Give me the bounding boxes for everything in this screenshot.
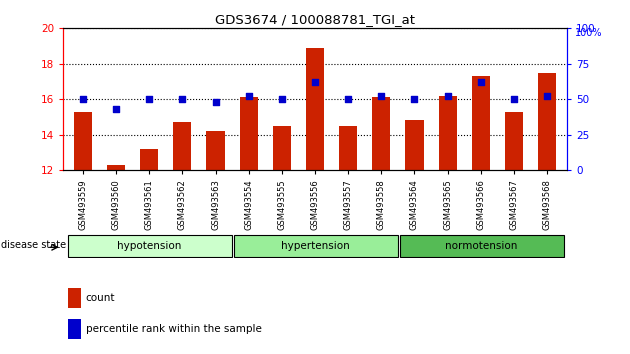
Text: percentile rank within the sample: percentile rank within the sample xyxy=(86,324,261,335)
Bar xyxy=(273,126,291,170)
Point xyxy=(111,106,121,112)
Point xyxy=(542,93,552,99)
Bar xyxy=(339,126,357,170)
Bar xyxy=(68,235,232,257)
Text: disease state: disease state xyxy=(1,240,66,250)
Text: hypotension: hypotension xyxy=(117,240,181,251)
Bar xyxy=(207,131,225,170)
Bar xyxy=(234,235,398,257)
Point xyxy=(210,99,220,105)
Text: hypertension: hypertension xyxy=(280,240,350,251)
Bar xyxy=(239,97,258,170)
Bar xyxy=(306,48,324,170)
Bar xyxy=(405,120,423,170)
Point xyxy=(144,96,154,102)
Title: GDS3674 / 100088781_TGI_at: GDS3674 / 100088781_TGI_at xyxy=(215,13,415,26)
Point xyxy=(443,93,453,99)
Point xyxy=(410,96,420,102)
Bar xyxy=(140,149,158,170)
Bar xyxy=(399,235,564,257)
Bar xyxy=(505,112,523,170)
Bar xyxy=(472,76,490,170)
Text: 100%: 100% xyxy=(575,28,602,38)
Bar xyxy=(107,165,125,170)
Bar xyxy=(173,122,192,170)
Point xyxy=(244,93,254,99)
Point xyxy=(476,79,486,85)
Bar xyxy=(372,97,391,170)
Bar xyxy=(74,112,92,170)
Point xyxy=(509,96,519,102)
Bar xyxy=(538,73,556,170)
Point xyxy=(177,96,187,102)
Bar xyxy=(68,288,81,308)
Point xyxy=(376,93,386,99)
Text: count: count xyxy=(86,293,115,303)
Bar xyxy=(68,319,81,339)
Point xyxy=(277,96,287,102)
Point xyxy=(78,96,88,102)
Point xyxy=(343,96,353,102)
Text: normotension: normotension xyxy=(445,240,517,251)
Point xyxy=(310,79,320,85)
Bar xyxy=(438,96,457,170)
